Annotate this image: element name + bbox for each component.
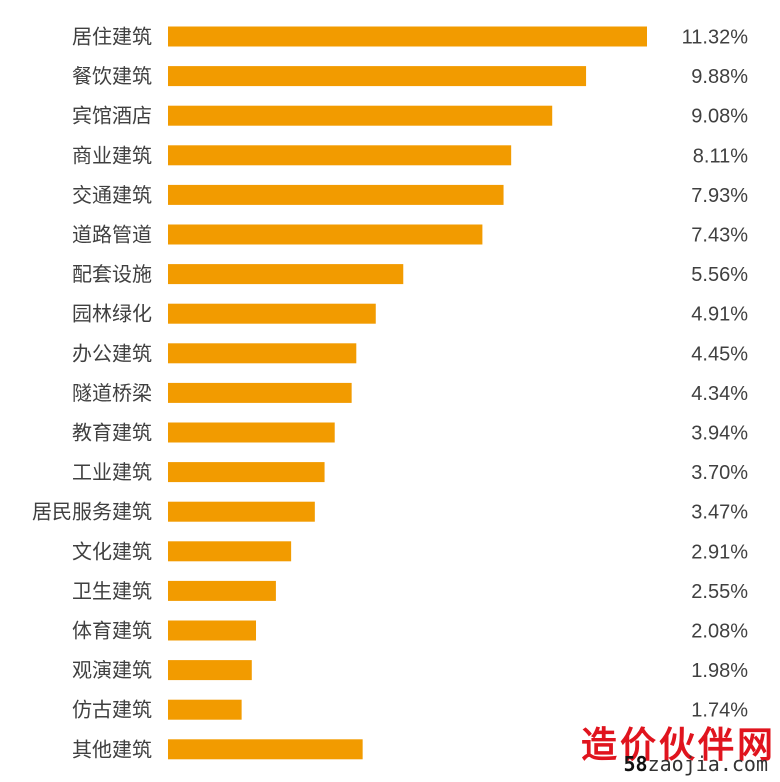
category-label-4: 商业建筑 <box>72 143 152 167</box>
bar-7 <box>168 264 404 285</box>
bar-5 <box>168 184 504 205</box>
category-label-16: 体育建筑 <box>72 619 152 643</box>
category-label-5: 交通建筑 <box>72 183 152 207</box>
category-label-17: 观演建筑 <box>72 658 152 682</box>
category-label-15: 卫生建筑 <box>72 579 152 603</box>
value-label-9: 4.45% <box>691 343 748 365</box>
category-label-7: 配套设施 <box>72 262 152 286</box>
bar-3 <box>168 105 553 126</box>
bar-1 <box>168 26 647 47</box>
category-label-13: 居民服务建筑 <box>32 500 152 524</box>
category-labels-group: 居住建筑餐饮建筑宾馆酒店商业建筑交通建筑道路管道配套设施园林绿化办公建筑隧道桥梁… <box>32 25 152 762</box>
category-label-10: 隧道桥梁 <box>72 381 152 405</box>
value-label-2: 9.88% <box>691 66 748 88</box>
value-label-3: 9.08% <box>691 106 748 128</box>
bar-13 <box>168 501 315 522</box>
category-label-12: 工业建筑 <box>72 460 152 484</box>
bar-4 <box>168 145 512 166</box>
category-label-2: 餐饮建筑 <box>72 64 152 88</box>
value-label-16: 2.08% <box>691 621 748 643</box>
bar-2 <box>168 66 587 87</box>
watermark-url-number: 58 <box>623 752 648 776</box>
category-label-11: 教育建筑 <box>72 421 152 445</box>
bar-16 <box>168 620 257 641</box>
value-label-6: 7.43% <box>691 225 748 247</box>
bar-14 <box>168 541 292 562</box>
category-label-1: 居住建筑 <box>72 25 152 49</box>
value-label-18: 1.74% <box>691 700 748 722</box>
value-label-15: 2.55% <box>691 581 748 603</box>
bar-19 <box>168 739 363 760</box>
value-label-10: 4.34% <box>691 383 748 405</box>
value-label-8: 4.91% <box>691 304 748 326</box>
value-label-14: 2.91% <box>691 541 748 563</box>
category-label-18: 仿古建筑 <box>72 698 152 722</box>
bar-6 <box>168 224 483 245</box>
bar-8 <box>168 303 376 324</box>
value-label-1: 11.32% <box>682 27 749 49</box>
value-label-7: 5.56% <box>691 264 748 286</box>
watermark-url: 58zaojia.com <box>623 752 768 776</box>
value-label-13: 3.47% <box>691 502 748 524</box>
bar-17 <box>168 660 252 681</box>
category-label-3: 宾馆酒店 <box>72 104 152 128</box>
category-label-8: 园林绿化 <box>72 302 152 326</box>
bar-12 <box>168 462 325 483</box>
value-label-5: 7.93% <box>691 185 748 207</box>
value-label-11: 3.94% <box>691 423 748 445</box>
bar-18 <box>168 699 242 720</box>
watermark-url-domain: zaojia.com <box>647 752 768 776</box>
bars-group <box>168 26 647 760</box>
category-label-9: 办公建筑 <box>72 341 152 365</box>
bar-10 <box>168 382 352 403</box>
category-label-14: 文化建筑 <box>72 539 152 563</box>
category-label-19: 其他建筑 <box>72 737 152 761</box>
bar-11 <box>168 422 335 443</box>
value-label-17: 1.98% <box>691 660 748 682</box>
bar-9 <box>168 343 357 364</box>
category-label-6: 道路管道 <box>72 223 152 247</box>
bar-15 <box>168 580 276 601</box>
watermark-title: 造价伙伴网 <box>580 724 776 766</box>
value-labels-group: 11.32% 9.88% 9.08% 8.11% 7.93% 7.43% 5.56% 4.91… <box>682 27 749 722</box>
value-label-12: 3.70% <box>691 462 748 484</box>
value-label-4: 8.11% <box>693 145 748 167</box>
